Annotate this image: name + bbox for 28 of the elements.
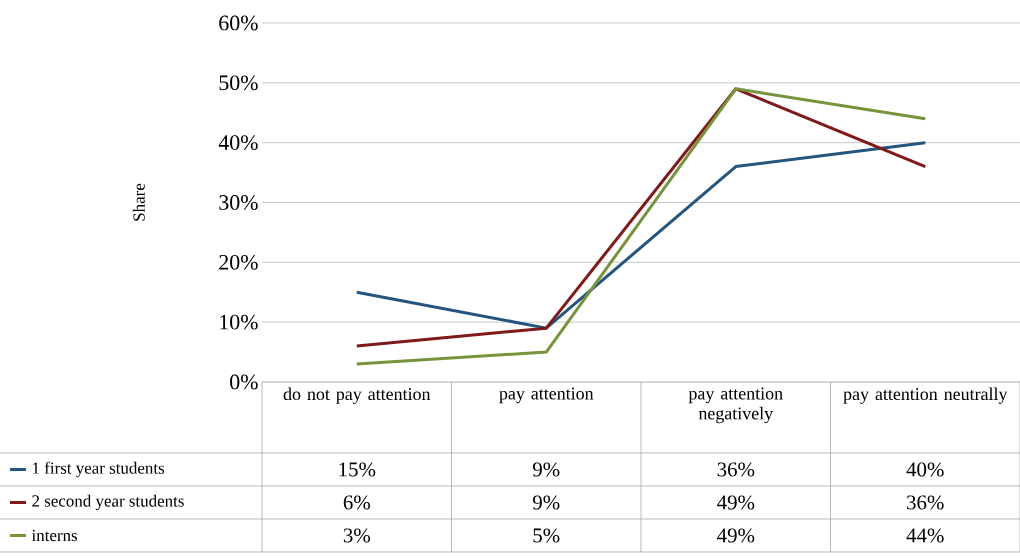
data-label: 49% bbox=[717, 495, 755, 510]
legend-label: interns bbox=[31, 529, 78, 542]
y-tick-label: 20% bbox=[219, 254, 258, 270]
data-label: 6% bbox=[343, 495, 371, 510]
data-label: 49% bbox=[717, 528, 755, 543]
x-tick-label: pay attention neutrally bbox=[843, 387, 1008, 404]
legend-label: 1 first year students bbox=[33, 461, 165, 478]
data-label: 9% bbox=[532, 462, 560, 477]
data-label: 36% bbox=[717, 462, 755, 477]
y-tick-label: 30% bbox=[219, 195, 258, 210]
data-label: 40% bbox=[906, 462, 944, 477]
x-tick-label: do not pay attention bbox=[283, 387, 431, 404]
y-tick-label: 0% bbox=[230, 374, 258, 390]
y-tick-label: 40% bbox=[218, 135, 258, 151]
x-tick-label: pay attention bbox=[499, 387, 594, 404]
y-tick-label: 10% bbox=[220, 314, 258, 330]
data-label: 5% bbox=[533, 528, 560, 543]
y-tick-label: 50% bbox=[219, 75, 258, 91]
data-label: 36% bbox=[907, 495, 944, 510]
x-tick-label: pay attention negatively bbox=[688, 387, 783, 424]
y-axis-title: Share bbox=[132, 183, 145, 221]
y-tick-label: 60% bbox=[219, 15, 258, 31]
data-label: 15% bbox=[339, 462, 376, 477]
data-label: 9% bbox=[532, 495, 560, 510]
data-label: 3% bbox=[343, 528, 371, 543]
legend-label: 2 second year students bbox=[32, 494, 184, 511]
data-label: 44% bbox=[906, 528, 944, 543]
line-series bbox=[355, 141, 927, 330]
